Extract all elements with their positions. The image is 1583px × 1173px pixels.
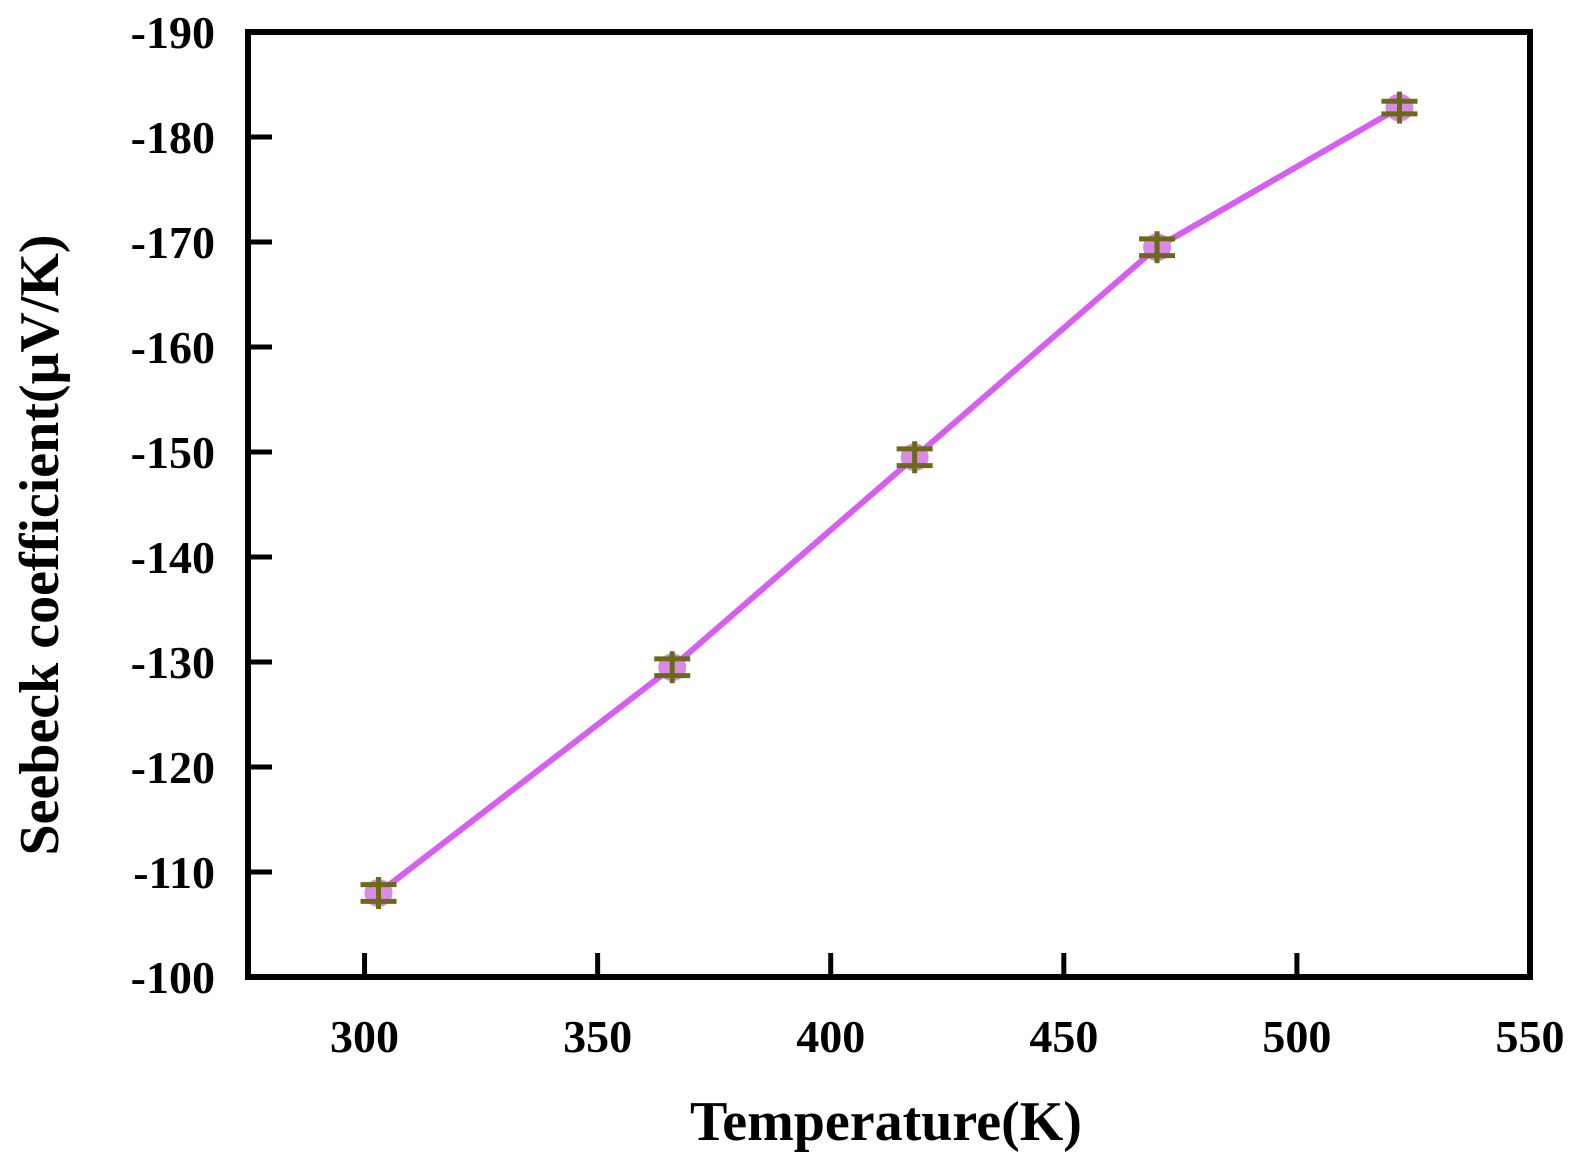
data-point <box>1381 91 1418 124</box>
y-tick-label: -100 <box>131 952 215 1003</box>
series-line-segment <box>922 253 1150 452</box>
x-tick-label: 400 <box>796 1011 865 1062</box>
x-tick-label: 450 <box>1029 1011 1098 1062</box>
y-tick-label: -130 <box>131 637 215 688</box>
data-point <box>654 651 691 684</box>
y-axis-title: Seebeck coefficient(μV/K) <box>9 234 71 855</box>
x-axis-title: Temperature(K) <box>690 1091 1082 1153</box>
y-tick-label: -120 <box>131 742 215 793</box>
series-line-segment <box>1166 111 1391 244</box>
plot-frame <box>245 29 1533 980</box>
data-point <box>1139 231 1176 264</box>
data-point <box>896 441 933 474</box>
x-tick-label: 550 <box>1496 1011 1565 1062</box>
y-tick-label: -110 <box>133 847 215 898</box>
series-line-segment <box>386 672 665 888</box>
y-tick-label: -190 <box>131 7 215 58</box>
y-tick-label: -140 <box>131 532 215 583</box>
x-tick-label: 350 <box>563 1011 632 1062</box>
y-tick-label: -160 <box>131 322 215 373</box>
x-tick-label: 500 <box>1262 1011 1331 1062</box>
y-tick-label: -170 <box>131 217 215 268</box>
data-point <box>360 877 397 909</box>
y-tick-label: -180 <box>131 112 215 163</box>
x-tick-label: 300 <box>330 1011 399 1062</box>
series-line-segment <box>679 463 908 662</box>
y-tick-label: -150 <box>131 427 215 478</box>
